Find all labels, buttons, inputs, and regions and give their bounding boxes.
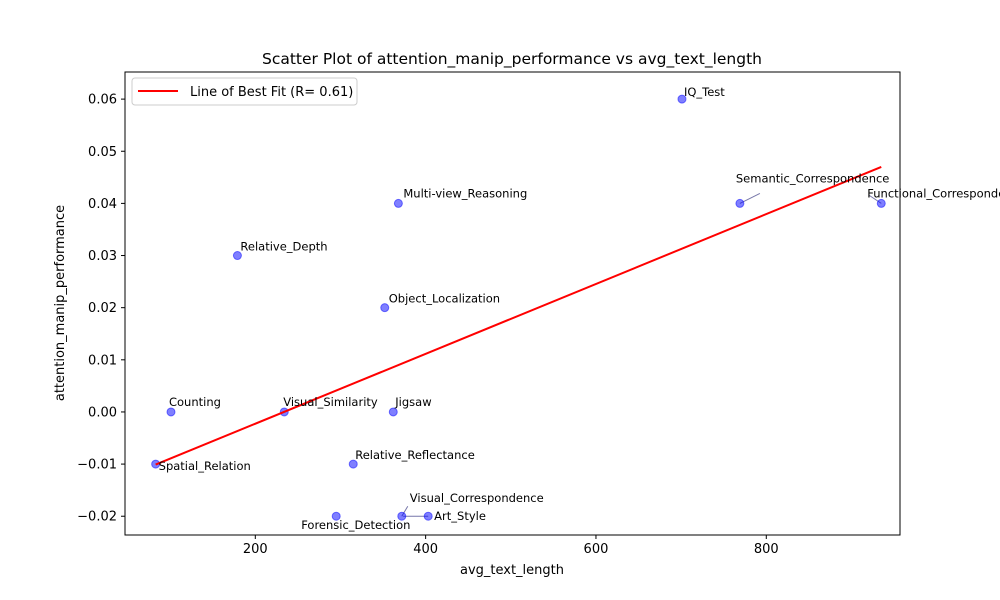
scatter-point (876, 198, 886, 208)
scatter-point (388, 407, 398, 417)
best-fit-line (155, 165, 882, 466)
point-label: Relative_Reflectance (355, 448, 475, 462)
point-label: Semantic_Correspondence (736, 171, 890, 185)
point-label: IQ_Test (684, 85, 725, 99)
scatter-point (397, 511, 407, 521)
scatter-point (393, 198, 403, 208)
y-tick-label: 0.00 (88, 405, 117, 420)
scatter-point (735, 198, 745, 208)
legend: Line of Best Fit (R= 0.61) (131, 77, 358, 106)
point-label: Visual_Correspondence (410, 491, 544, 505)
plot-frame (124, 71, 901, 536)
y-tick-label: 0.01 (88, 353, 117, 368)
legend-box (131, 77, 358, 106)
x-axis-label: avg_text_length (460, 563, 564, 578)
plot-area: IQ_Test Semantic_CorrespondenceFunctional… (151, 85, 1000, 532)
y-axis: −0.02 −0.01 0.00 0.01 0.02 0.03 0.04 0.05 0.06 (77, 93, 125, 525)
point-label: Spatial_Relation (159, 459, 251, 473)
y-tick-label: 0.06 (88, 93, 117, 108)
point-label: Object_Localization (389, 292, 500, 306)
x-axis: 200 400 600 800 (243, 535, 779, 557)
y-tick-label: 0.05 (88, 145, 117, 160)
point-label: Functional_Correspondence (867, 186, 1000, 200)
y-tick-label: −0.02 (77, 510, 117, 525)
scatter-point (166, 407, 176, 417)
scatter-point (232, 251, 242, 261)
point-label: Counting (169, 395, 221, 409)
y-tick-label: 0.02 (88, 301, 117, 316)
scatter-point (348, 459, 358, 469)
scatter-point (380, 303, 390, 313)
x-tick-label: 800 (754, 542, 779, 557)
scatter-point (677, 94, 687, 104)
x-tick-label: 400 (413, 542, 438, 557)
y-tick-label: −0.01 (77, 458, 117, 473)
chart-title: Scatter Plot of attention_manip_performa… (262, 50, 762, 69)
point-label: Visual_Similarity (283, 395, 378, 409)
point-label: Relative_Depth (240, 240, 327, 254)
point-label: Multi-view_Reasoning (403, 186, 527, 200)
legend-label-fit-line: Line of Best Fit (R= 0.61) (190, 85, 353, 100)
scatter-point (331, 511, 341, 521)
y-tick-label: 0.03 (88, 249, 117, 264)
x-tick-label: 600 (584, 542, 609, 557)
point-label: Jigsaw (394, 395, 431, 409)
scatter-point (423, 511, 433, 521)
y-tick-label: 0.04 (88, 197, 117, 212)
point-label: Forensic_Detection (301, 518, 410, 532)
point-label: Art_Style (434, 509, 486, 523)
y-axis-label: attention_manip_performance (53, 205, 68, 401)
x-tick-label: 200 (243, 542, 268, 557)
